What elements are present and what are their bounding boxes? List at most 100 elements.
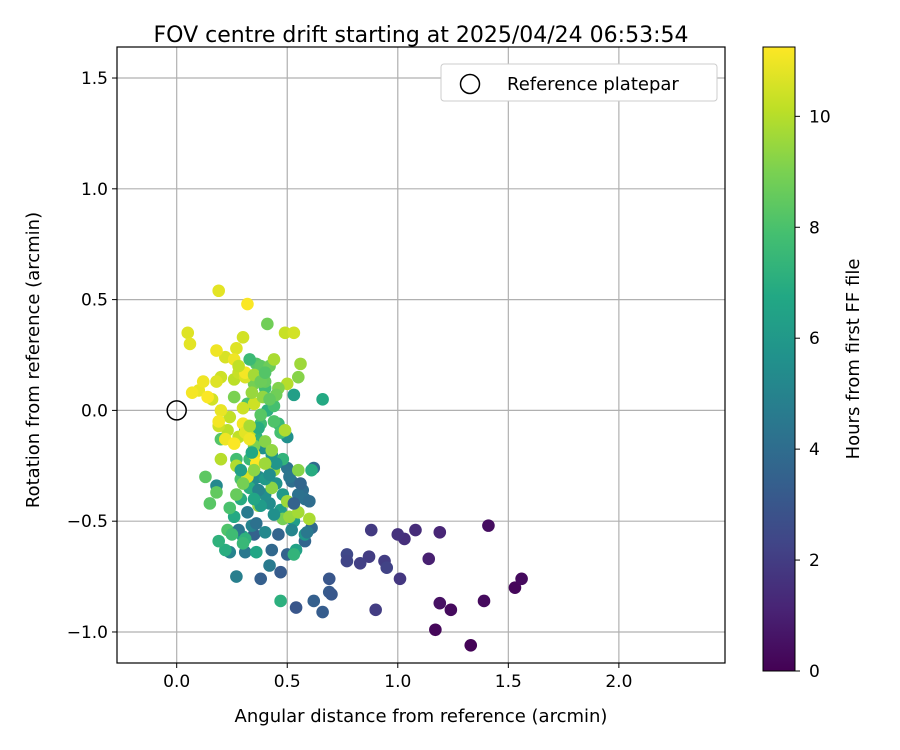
data-point xyxy=(340,554,354,568)
data-point xyxy=(223,410,237,424)
data-point xyxy=(322,572,336,586)
y-tick-label: 0.0 xyxy=(81,401,108,421)
data-point xyxy=(364,523,378,537)
colorbar-ticks: 0 2 4 6 8 10 xyxy=(795,107,831,682)
data-point xyxy=(181,326,195,340)
data-point xyxy=(316,393,329,406)
data-point xyxy=(289,601,303,614)
colorbar-tick-label: 8 xyxy=(809,218,820,238)
legend-box xyxy=(440,63,718,102)
y-tick-label: 1.0 xyxy=(81,180,108,200)
x-axis-label: Angular distance from reference (arcmin) xyxy=(235,706,608,727)
data-point xyxy=(219,543,232,557)
data-point xyxy=(263,468,276,481)
y-axis-label: Rotation from reference (arcmin) xyxy=(23,212,44,508)
colorbar-tick-label: 0 xyxy=(809,662,820,682)
data-point xyxy=(278,326,292,340)
data-point xyxy=(203,497,217,510)
data-point xyxy=(369,603,382,617)
data-point xyxy=(212,415,226,428)
data-point xyxy=(391,528,405,541)
data-point xyxy=(210,375,223,388)
data-point xyxy=(210,486,223,499)
data-point xyxy=(291,463,305,477)
data-point xyxy=(225,528,239,541)
data-point xyxy=(258,525,272,539)
data-point xyxy=(265,481,279,495)
data-point xyxy=(269,457,283,470)
data-point xyxy=(258,457,272,470)
data-point xyxy=(227,437,241,450)
data-point xyxy=(515,572,528,586)
y-tick-label: 0.5 xyxy=(81,291,108,311)
data-point xyxy=(267,415,281,428)
data-point xyxy=(287,326,301,340)
data-point xyxy=(236,330,250,344)
data-point xyxy=(263,559,276,572)
data-point xyxy=(261,317,274,331)
data-point xyxy=(245,386,259,399)
y-axis-ticks: −1.0 −0.5 0.0 0.5 1.0 1.5 xyxy=(67,69,117,643)
data-point xyxy=(265,543,279,557)
data-point xyxy=(272,528,285,541)
data-point xyxy=(274,565,287,579)
x-tick-label: 0.0 xyxy=(163,672,190,692)
data-point xyxy=(243,419,256,433)
y-tick-label: 1.5 xyxy=(81,69,108,89)
data-point xyxy=(508,581,522,594)
colorbar-label: Hours from first FF file xyxy=(843,259,864,460)
data-point xyxy=(258,366,272,380)
colorbar-tick-label: 6 xyxy=(809,329,820,349)
data-point xyxy=(380,561,394,575)
chart-title: FOV centre drift starting at 2025/04/24 … xyxy=(154,23,689,48)
data-point xyxy=(285,523,298,537)
data-point xyxy=(305,463,318,477)
x-tick-label: 0.5 xyxy=(274,672,301,692)
data-point xyxy=(223,501,237,515)
data-point xyxy=(362,550,376,563)
data-point xyxy=(303,512,316,526)
data-point xyxy=(278,424,292,437)
y-tick-label: −0.5 xyxy=(67,512,108,532)
data-point xyxy=(249,545,263,559)
data-point xyxy=(294,357,307,371)
data-point xyxy=(267,353,281,366)
data-point xyxy=(307,594,321,608)
data-point xyxy=(249,517,263,530)
reference-platepar-marker xyxy=(166,400,187,421)
x-tick-label: 1.0 xyxy=(384,672,411,692)
data-point xyxy=(241,506,254,519)
data-point xyxy=(236,477,250,490)
colorbar-gradient xyxy=(762,46,796,672)
data-point xyxy=(247,397,261,411)
data-point xyxy=(287,548,301,561)
data-point xyxy=(210,344,223,357)
data-point xyxy=(263,393,276,406)
data-point xyxy=(230,342,243,355)
data-point xyxy=(283,470,296,484)
data-point xyxy=(300,525,314,539)
data-point xyxy=(214,452,228,466)
data-point xyxy=(199,470,212,484)
data-point xyxy=(265,443,279,457)
data-point xyxy=(236,401,250,415)
plot-area: 0.0 0.5 1.0 1.5 2.0 −1.0 −0.5 0.0 0.5 1.0 1.5 xyxy=(67,46,726,692)
data-point xyxy=(227,390,241,404)
data-point xyxy=(433,596,447,610)
data-point xyxy=(316,605,329,619)
data-point xyxy=(267,508,281,521)
data-point xyxy=(232,359,245,373)
legend-marker-icon xyxy=(459,73,481,95)
data-point xyxy=(183,337,197,351)
x-tick-label: 2.0 xyxy=(605,672,632,692)
data-point xyxy=(287,497,301,510)
legend: Reference platepar xyxy=(440,63,718,102)
data-point xyxy=(258,435,272,448)
data-point xyxy=(212,284,226,298)
data-point xyxy=(429,623,442,637)
data-point xyxy=(201,390,214,404)
data-point xyxy=(444,603,458,617)
data-point xyxy=(291,370,305,384)
data-point xyxy=(243,353,256,366)
